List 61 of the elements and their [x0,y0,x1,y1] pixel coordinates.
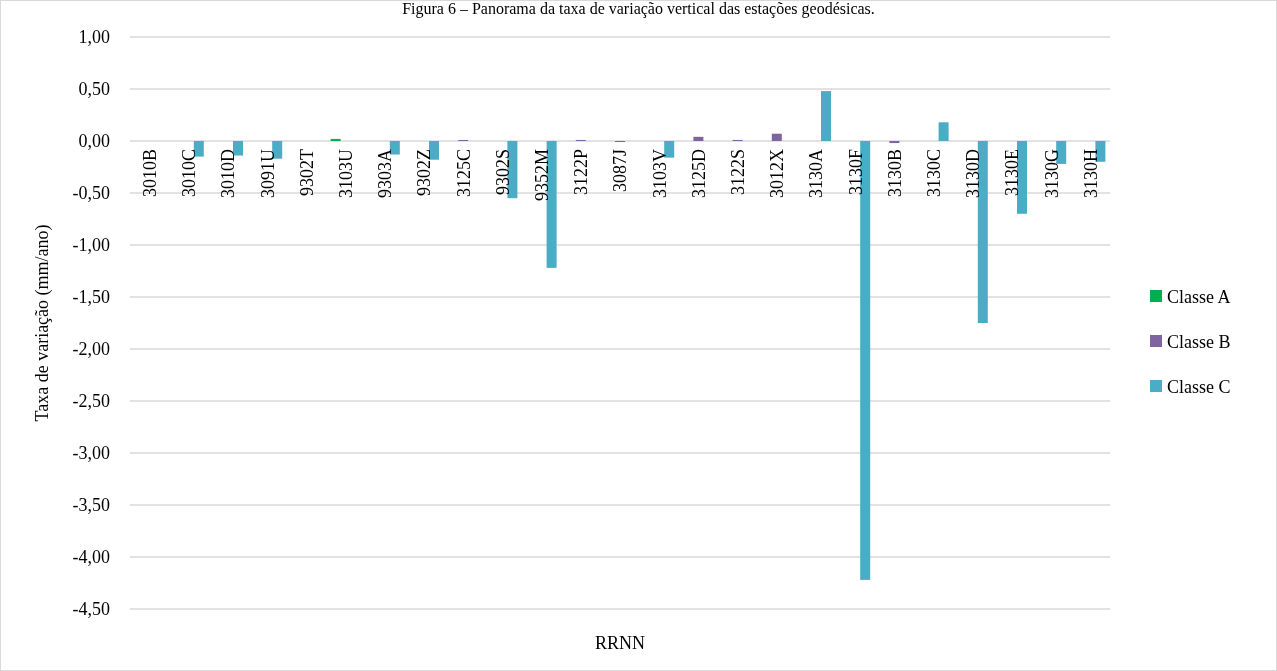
bar [1095,141,1106,162]
x-tick-label: 3130H [1080,149,1101,198]
y-tick-label: -3,00 [72,443,110,464]
x-tick-label: 9303A [375,149,396,198]
y-tick-label: -0,50 [72,183,110,204]
bar [977,141,988,323]
y-axis-title: Taxa de variação (mm/ano) [32,224,53,422]
x-tick-label: 3103V [649,149,670,198]
legend-label: Classe A [1167,287,1231,308]
y-tick-label: 1,00 [78,27,110,48]
bar [233,141,243,156]
x-tick-label: 3122S [727,149,748,196]
x-tick-label: 3130E [1002,149,1023,196]
y-tick-label: -1,00 [72,235,110,256]
x-tick-label: 3010C [179,149,200,198]
x-tick-label: 3012X [767,149,788,198]
y-tick-label: -4,00 [72,547,110,568]
x-tick-label: 9302T [296,149,317,196]
bar [860,141,871,580]
x-tick-label: 3125C [453,149,474,198]
x-tick-label: 3087J [610,149,631,193]
y-tick-label: 0,00 [78,131,110,152]
bar [272,141,283,159]
x-axis-title: RRNN [594,633,646,653]
y-tick-label: -4,50 [72,599,110,620]
x-tick-label: 3130D [963,149,984,198]
bar [330,138,341,141]
bar [429,141,439,160]
bar [938,122,949,141]
y-tick-label: -3,50 [72,495,110,516]
x-tick-label: 3103U [335,149,356,198]
legend-label: Classe C [1167,377,1231,398]
bar [1056,141,1067,164]
x-tick-label: 3130A [806,149,827,198]
bar [389,141,400,155]
bar [193,141,204,157]
chart-title: Figura 6 – Panorama da taxa de variação vertical das estações geodésicas. [402,0,875,18]
y-tick-label: 0,50 [78,79,110,100]
x-tick-label: 9302Z [414,149,435,196]
y-tick-label: -1,50 [72,287,110,308]
bar [1017,141,1027,214]
x-tick-label: 3130G [1041,149,1062,198]
x-tick-label: 3125D [688,149,709,198]
x-tick-label: 3130B [884,149,905,198]
bar [771,133,782,141]
bar [889,141,900,144]
bar [693,136,704,141]
y-tick-label: -2,50 [72,391,110,412]
x-tick-label: 3130F [845,149,866,196]
bar [821,91,831,141]
x-tick-label: 3010D [218,149,239,198]
x-tick-label: 3010B [139,149,160,198]
bar [546,141,557,268]
x-tick-label: 9302S [492,149,513,196]
x-tick-label: 3122P [571,149,592,196]
x-tick-label: 3091U [257,149,278,198]
x-tick-label: 3130C [923,149,944,198]
y-tick-label: -2,00 [72,339,110,360]
bar [664,141,675,158]
legend-label: Classe B [1167,332,1231,353]
x-tick-label: 9352M [531,149,552,202]
